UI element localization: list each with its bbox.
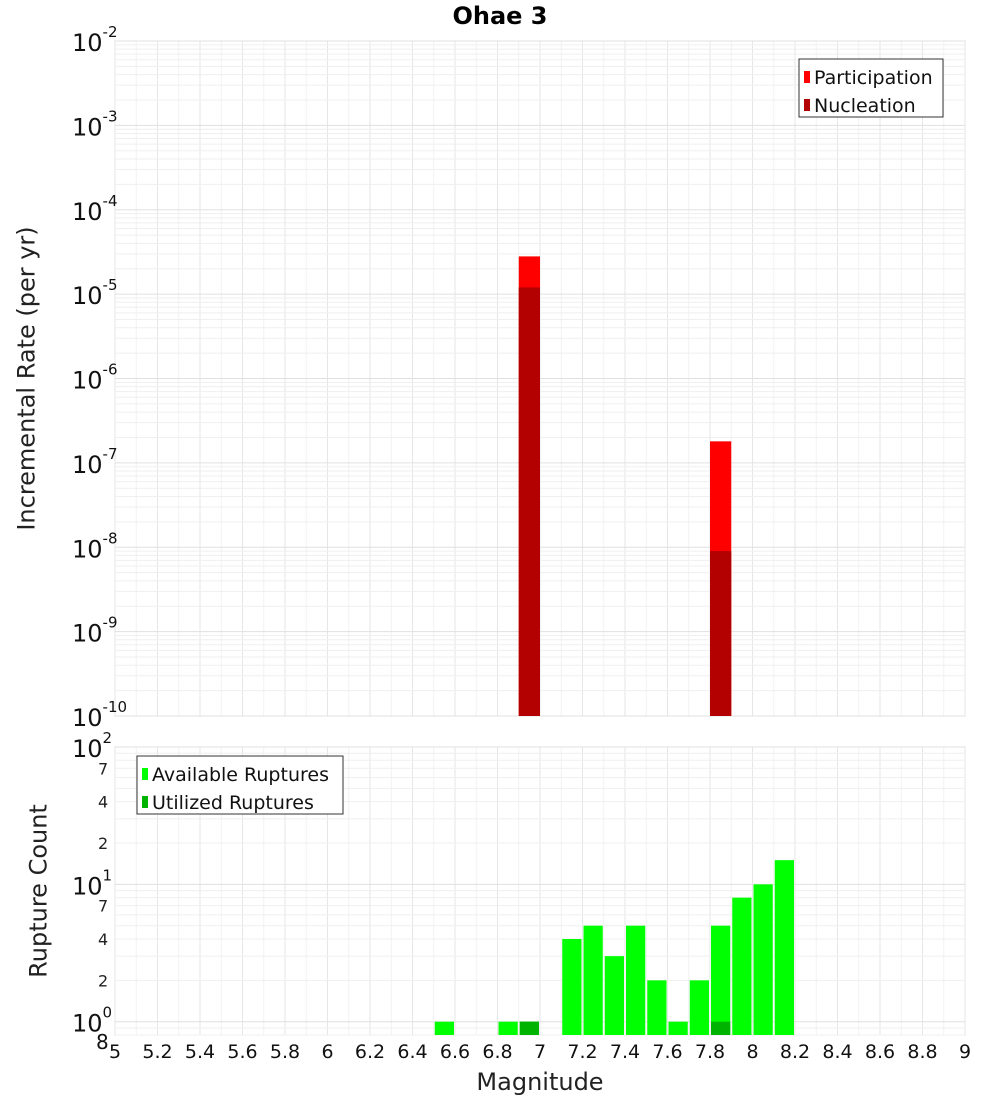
x-tick-label: 7.8 — [695, 1041, 725, 1063]
x-tick-label: 5.8 — [270, 1041, 300, 1063]
x-tick-labels: 5 5.2 5.4 5.6 5.8 6 6.2 6.4 6.6 6.8 7 7.2 7.4 7.6 7.8 8… — [109, 1041, 971, 1063]
x-tick-label: 8.8 — [907, 1041, 937, 1063]
legend-swatch — [142, 796, 148, 808]
x-tick-label: 8 — [746, 1041, 758, 1063]
y-tick-label: 100 — [72, 1004, 112, 1038]
x-tick-label: 9 — [959, 1041, 971, 1063]
y-tick-label: 10-5 — [72, 276, 118, 310]
count-y-axis-label: Rupture Count — [24, 804, 52, 978]
count-bars — [434, 860, 794, 1035]
legend-box — [136, 755, 344, 815]
y-tick-label: 101 — [72, 866, 112, 900]
legend-entry: Nucleation — [814, 95, 916, 117]
y-tick-label: 2 — [98, 834, 108, 853]
rate-y-axis-label: Incremental Rate (per yr) — [12, 226, 40, 530]
x-tick-label: 8.4 — [822, 1041, 852, 1063]
rate-y-ticks: 10-10 10-9 10-8 10-7 10-6 10-5 10-4 10-3 10-2 — [72, 23, 127, 732]
bar-available-ruptures — [668, 1021, 688, 1035]
legend-entry: Available Ruptures — [152, 764, 329, 786]
legend-swatch — [142, 768, 148, 780]
x-tick-label: 6.2 — [355, 1041, 385, 1063]
x-tick-label: 8.2 — [780, 1041, 810, 1063]
legend-swatch — [804, 99, 810, 111]
legend-swatch — [804, 71, 810, 83]
count-legend: Available Ruptures Utilized Ruptures — [136, 755, 344, 815]
legend-entry: Participation — [814, 67, 933, 89]
y-tick-label: 8 — [96, 1030, 109, 1054]
bar-available-ruptures — [711, 925, 731, 1035]
rate-bars — [518, 256, 732, 716]
x-tick-label: 5 — [109, 1041, 121, 1063]
bar-available-ruptures — [732, 897, 752, 1035]
x-tick-label: 8.6 — [865, 1041, 895, 1063]
x-tick-label: 5.2 — [142, 1041, 172, 1063]
rate-legend: Participation Nucleation — [798, 58, 944, 118]
x-tick-label: 5.6 — [227, 1041, 257, 1063]
bar-available-ruptures — [583, 925, 603, 1035]
rate-grid — [114, 40, 966, 717]
y-tick-label: 10-4 — [72, 192, 118, 226]
bar-utilized-ruptures — [519, 1021, 539, 1035]
legend-box — [798, 58, 944, 118]
y-tick-label: 10-8 — [72, 529, 118, 563]
bar-available-ruptures — [753, 884, 773, 1035]
bar-utilized-ruptures — [711, 1021, 731, 1035]
x-tick-label: 5.4 — [185, 1041, 215, 1063]
x-tick-label: 7.6 — [652, 1041, 682, 1063]
legend-entry: Utilized Ruptures — [152, 792, 314, 814]
bar-nucleation — [710, 551, 732, 716]
y-tick-label: 4 — [98, 930, 108, 949]
y-tick-label: 4 — [98, 793, 108, 812]
rate-panel: 10-10 10-9 10-8 10-7 10-6 10-5 10-4 10-3 10-2 In… — [12, 23, 966, 732]
bar-nucleation — [518, 287, 540, 716]
x-tick-label: 6.8 — [482, 1041, 512, 1063]
bar-available-ruptures — [434, 1021, 454, 1035]
x-tick-label: 7.4 — [610, 1041, 640, 1063]
chart-title: Ohae 3 — [452, 2, 547, 30]
y-tick-label: 10-7 — [72, 445, 118, 479]
bar-available-ruptures — [689, 980, 709, 1035]
x-tick-label: 6.4 — [397, 1041, 427, 1063]
bar-available-ruptures — [774, 860, 794, 1035]
x-tick-label: 7.2 — [567, 1041, 597, 1063]
y-tick-label: 7 — [98, 897, 108, 916]
x-tick-label: 6 — [321, 1041, 333, 1063]
y-tick-label: 2 — [98, 971, 108, 990]
x-tick-label: 7 — [534, 1041, 546, 1063]
bar-available-ruptures — [562, 939, 582, 1035]
x-tick-label: 6.6 — [440, 1041, 470, 1063]
x-axis-label: Magnitude — [476, 1068, 603, 1096]
y-tick-label: 7 — [98, 759, 108, 778]
y-tick-label: 10-2 — [72, 23, 118, 57]
y-tick-label: 10-6 — [72, 361, 118, 395]
bar-available-ruptures — [626, 925, 646, 1035]
y-tick-label: 10-10 — [72, 698, 127, 732]
y-tick-label: 10-9 — [72, 614, 118, 648]
y-tick-label: 102 — [72, 729, 112, 763]
bar-available-ruptures — [498, 1021, 518, 1035]
y-tick-label: 10-3 — [72, 107, 118, 141]
bar-available-ruptures — [647, 980, 667, 1035]
bar-available-ruptures — [604, 956, 624, 1035]
